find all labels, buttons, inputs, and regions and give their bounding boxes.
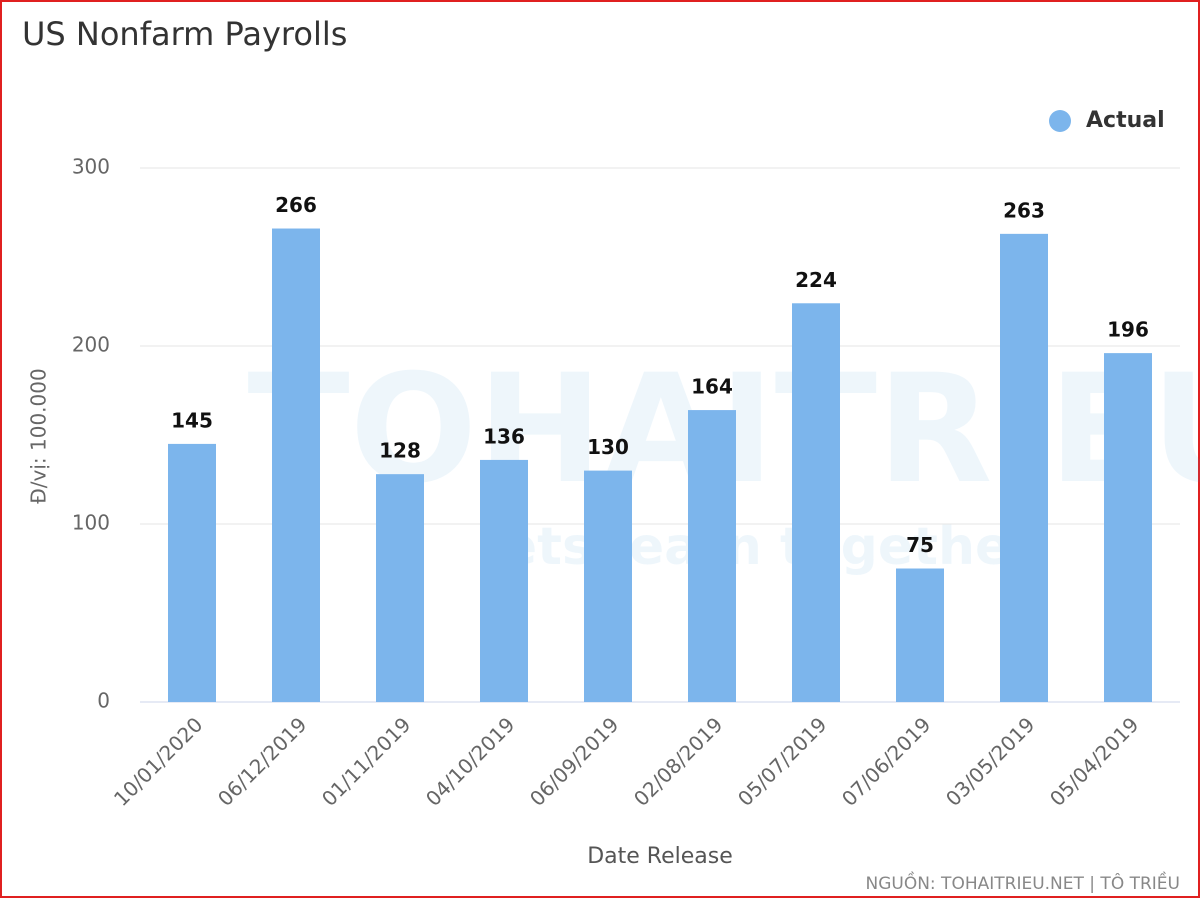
y-tick-label: 100 <box>72 511 110 535</box>
bar <box>688 410 736 702</box>
bar <box>376 474 424 702</box>
value-label: 136 <box>483 424 525 448</box>
value-label: 164 <box>691 375 733 399</box>
legend-label: Actual <box>1086 108 1165 133</box>
bar <box>584 470 632 702</box>
x-axis-label: Date Release <box>587 844 733 869</box>
value-label: 145 <box>171 408 213 432</box>
value-label: 266 <box>275 193 317 217</box>
source: NGUỒN: TOHAITRIEU.NET | TÔ TRIỀU <box>866 870 1181 894</box>
y-axis-label: Đ/vị: 100.000 <box>27 368 51 503</box>
value-label: 75 <box>906 533 934 557</box>
bar <box>1000 233 1048 703</box>
bar <box>480 459 528 702</box>
y-tick-label: 300 <box>72 155 110 179</box>
value-label: 130 <box>587 435 629 459</box>
value-label: 128 <box>379 439 421 463</box>
bar <box>896 568 944 702</box>
value-label: 224 <box>795 268 837 292</box>
bar <box>272 228 320 702</box>
y-tick-label: 0 <box>97 689 110 713</box>
watermark: lets learn together <box>484 517 1036 577</box>
bar <box>792 303 840 702</box>
legend-marker <box>1049 110 1071 132</box>
chart-title: US Nonfarm Payrolls <box>22 15 347 53</box>
y-tick-label: 200 <box>72 333 110 357</box>
value-label: 196 <box>1107 318 1149 342</box>
bar <box>1104 353 1152 702</box>
bar <box>168 443 216 702</box>
value-label: 263 <box>1003 198 1045 222</box>
